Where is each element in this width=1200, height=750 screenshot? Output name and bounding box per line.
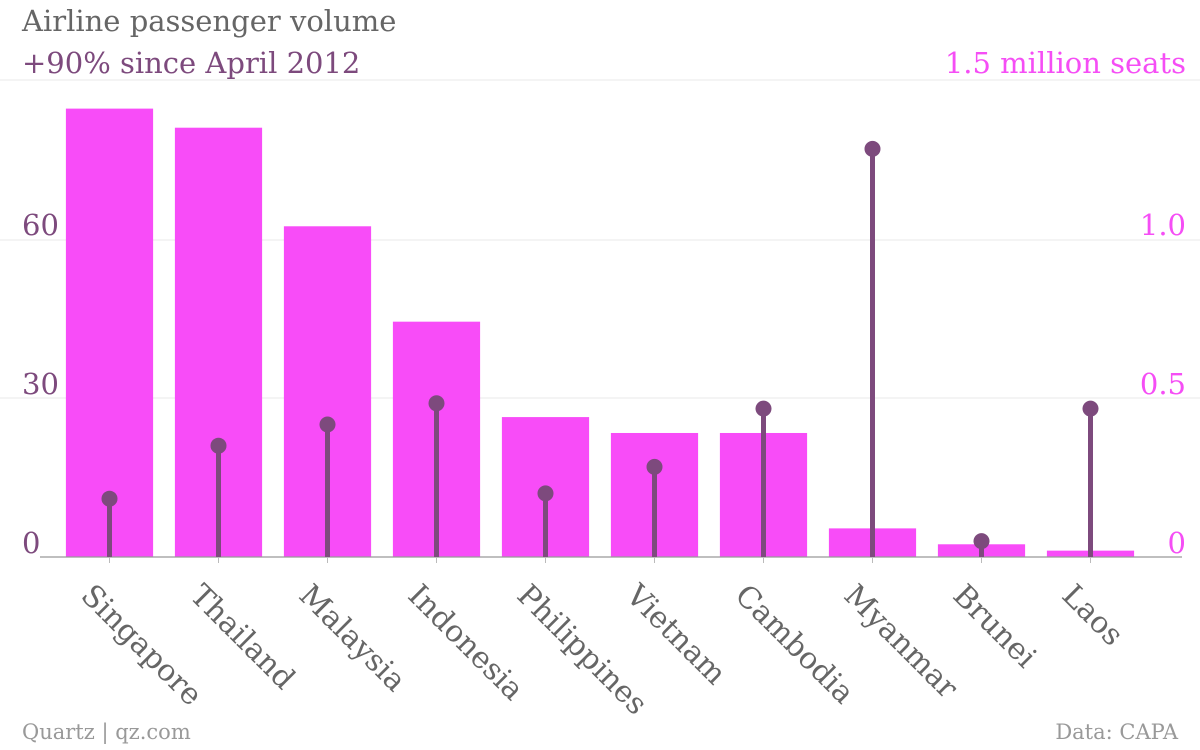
lollipop-point-malaysia (319, 416, 336, 433)
right-axis-subtitle: 1.5 million seats (944, 46, 1186, 80)
category-label-indonesia: Indonesia (401, 578, 531, 708)
lollipop-point-thailand (210, 437, 227, 454)
right-axis-tick-label: 1.0 (1140, 208, 1186, 242)
category-label-laos: Laos (1055, 578, 1130, 653)
left-axis-subtitle: +90% since April 2012 (22, 46, 361, 80)
category-label-vietnam: Vietnam (618, 577, 733, 692)
footer-source: Quartz | qz.com (22, 720, 191, 744)
right-axis-tick-label: 0.5 (1140, 367, 1186, 401)
lollipop-point-singapore (101, 490, 118, 507)
chart-title: Airline passenger volume (22, 4, 397, 38)
left-axis-tick-label: 30 (22, 367, 59, 401)
category-label-brunei: Brunei (946, 578, 1043, 675)
lollipop-point-laos (1082, 400, 1099, 417)
bar-singapore (65, 108, 154, 558)
footer-data-credit: Data: CAPA (1055, 720, 1178, 744)
lollipop-point-cambodia (755, 400, 772, 417)
left-axis-tick-label: 60 (22, 208, 59, 242)
lollipop-point-myanmar (864, 140, 881, 157)
lollipop-point-brunei (973, 533, 990, 550)
lollipop-point-philippines (537, 485, 554, 502)
category-label-malaysia: Malaysia (292, 578, 413, 699)
lollipop-point-indonesia (428, 395, 445, 412)
left-axis-tick-label: 0 (22, 526, 40, 560)
right-axis-tick-label: 0 (1168, 526, 1186, 560)
lollipop-point-vietnam (646, 458, 663, 475)
